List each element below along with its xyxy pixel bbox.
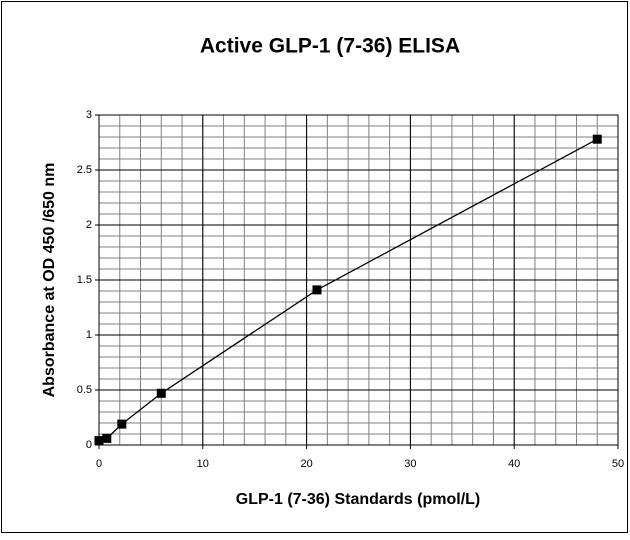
data-point [102,433,112,443]
x-axis-title: GLP-1 (7-36) Standards (pmol/L) [236,491,480,508]
plot-border [98,114,619,446]
y-tick-label: 3 [86,109,92,121]
y-tick-label: 1 [86,329,92,341]
x-tick-label: 10 [197,458,209,470]
data-point [117,419,127,429]
y-tick-label: 1.5 [77,274,92,286]
x-tick-label: 20 [300,458,312,470]
x-tick-label: 40 [508,458,520,470]
y-tick-label: 2.5 [77,164,92,176]
x-tick-label: 50 [612,458,624,470]
data-point [94,436,104,446]
y-tick-label: 0 [86,439,92,451]
chart-title: Active GLP-1 (7-36) ELISA [200,35,460,58]
x-tick-label: 0 [96,458,102,470]
y-tick-label: 0.5 [77,384,92,396]
y-axis-title: Absorbance at OD 450 /650 nm [41,163,58,398]
data-point [312,285,322,295]
x-tick-label: 30 [404,458,416,470]
data-point [592,134,602,144]
y-tick-label: 2 [86,219,92,231]
data-point [156,388,166,398]
